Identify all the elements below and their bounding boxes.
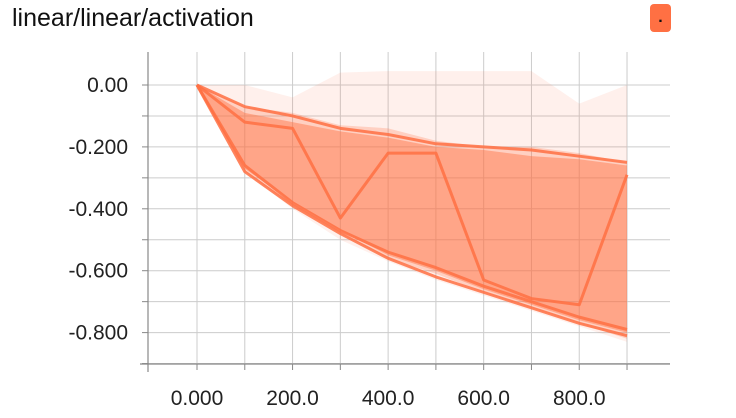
band-2: [197, 85, 628, 333]
chart-axes: [140, 52, 670, 372]
x-tick-label: 800.0: [553, 387, 606, 410]
y-tick-label: -0.200: [68, 136, 128, 159]
x-tick-label: 200.0: [266, 387, 319, 410]
y-tick-label: 0.00: [87, 74, 128, 97]
y-tick-label: -0.600: [68, 260, 128, 283]
x-tick-label: 600.0: [457, 387, 510, 410]
chart-lines: [195, 83, 629, 338]
band-0: [197, 71, 628, 342]
y-tick-label: -0.400: [68, 198, 128, 221]
chart-title: linear/linear/activation: [12, 4, 254, 32]
x-tick-label: 400.0: [362, 387, 415, 410]
x-tick-label: 0.000: [171, 387, 224, 410]
chart-tick-labels: 0.00 -0.200 -0.400 -0.600 -0.800 0.000 200.0 40…: [68, 74, 605, 410]
expand-button[interactable]: .: [650, 4, 671, 32]
series-line-1: [196, 83, 629, 307]
series-line-2: [195, 84, 628, 331]
y-tick-label: -0.800: [68, 322, 128, 345]
series-line-0: [196, 83, 628, 164]
series-line-3: [195, 84, 628, 338]
